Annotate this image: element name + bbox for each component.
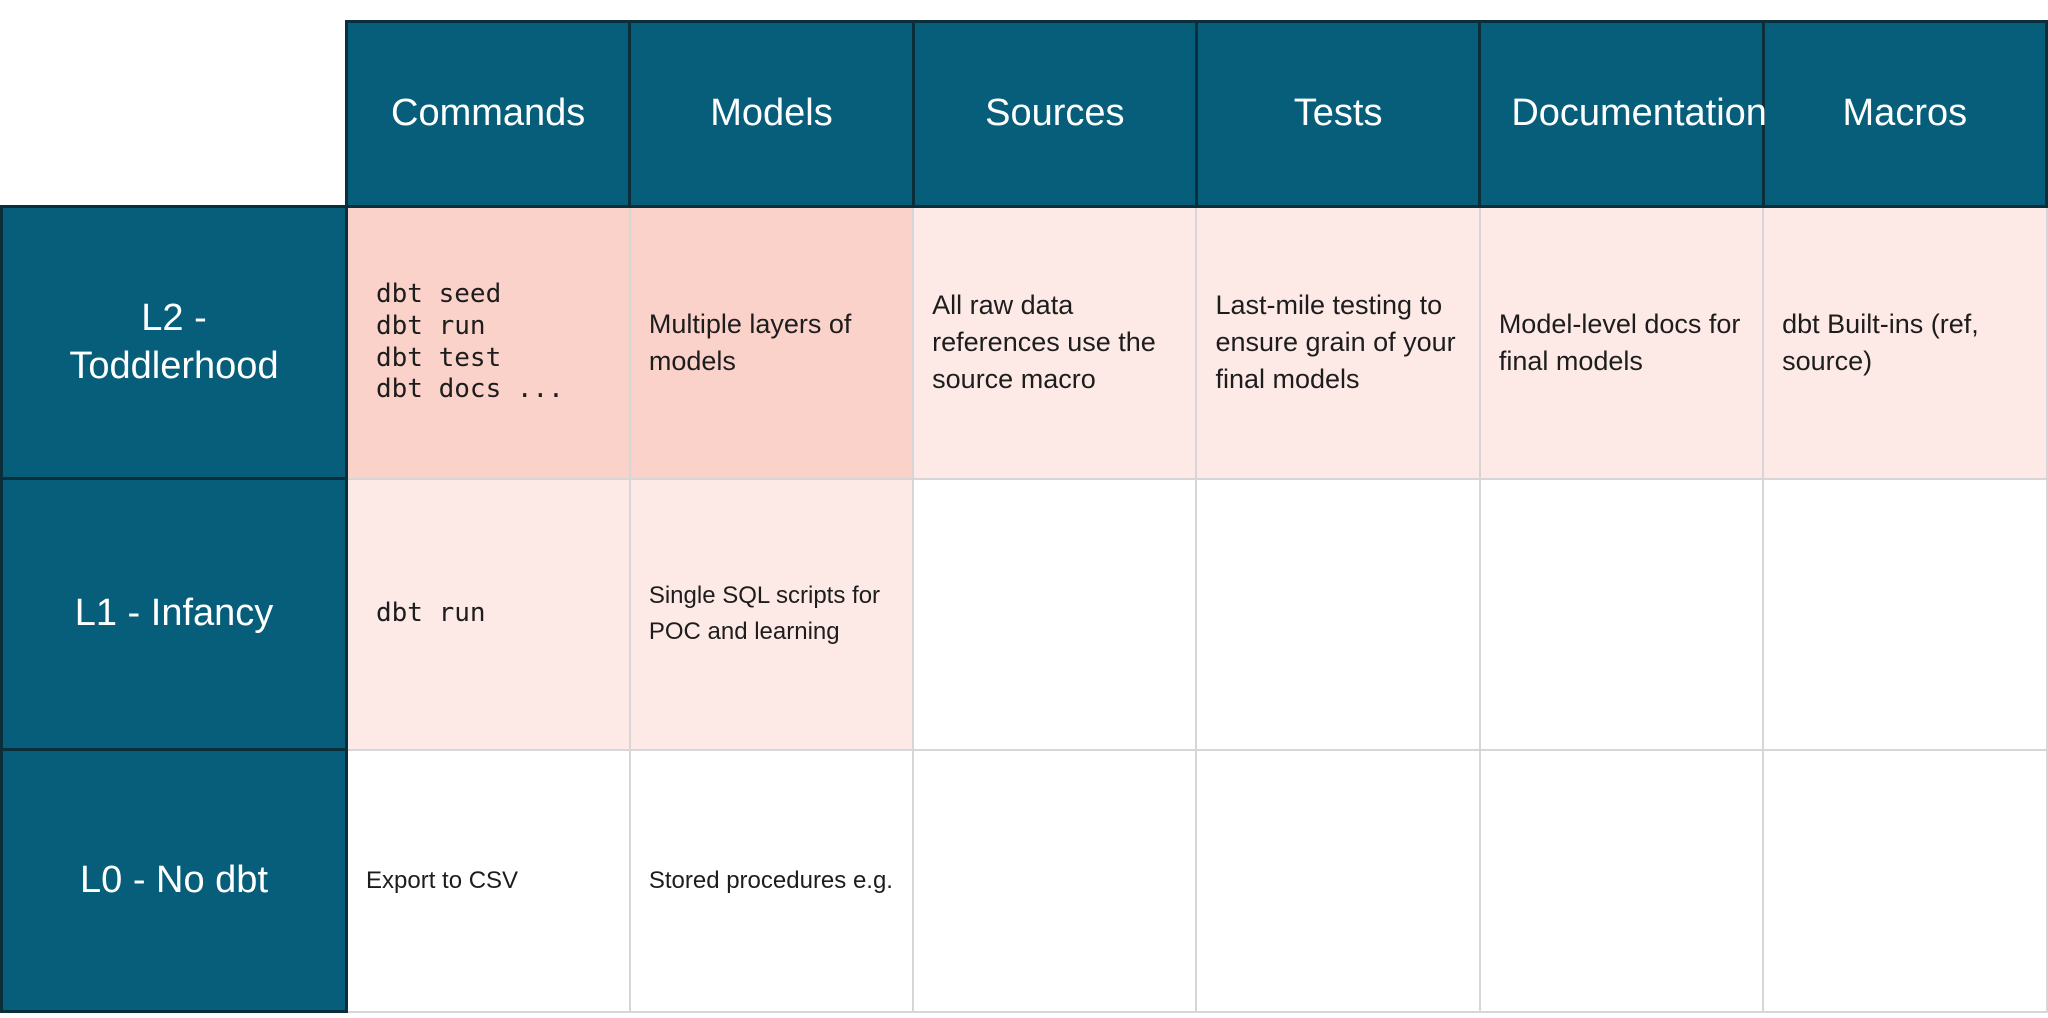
cell-l2-commands: dbt seed dbt run dbt test dbt docs ... [345, 205, 631, 480]
cell-l0-documentation [1478, 748, 1765, 1013]
row-header-l1: L1 - Infancy [0, 477, 348, 751]
row-l1-infancy: L1 - Infancy dbt run Single SQL scripts … [0, 477, 2048, 751]
cell-l0-sources [912, 748, 1198, 1013]
row-header-l0: L0 - No dbt [0, 748, 348, 1013]
column-header-documentation: Documentation [1478, 20, 1767, 208]
cell-l2-models: Multiple layers of models [628, 205, 915, 480]
row-l0-no-dbt: L0 - No dbt Export to CSV Stored procedu… [0, 748, 2048, 1013]
cell-l2-sources: All raw data references use the source m… [912, 205, 1198, 480]
cell-l1-sources [912, 477, 1198, 751]
cell-l2-macros: dbt Built-ins (ref, source) [1762, 205, 2048, 480]
cell-l1-tests [1195, 477, 1481, 751]
cell-l1-models: Single SQL scripts for POC and learning [628, 477, 915, 751]
cell-l2-documentation: Model-level docs for final models [1478, 205, 1765, 480]
column-header-macros: Macros [1761, 20, 2048, 208]
cell-l1-macros [1762, 477, 2048, 751]
header-row: Commands Models Sources Tests Documentat… [1, 20, 2048, 208]
row-l2-toddlerhood: L2 - Toddlerhood dbt seed dbt run dbt te… [0, 205, 2048, 480]
column-header-sources: Sources [911, 20, 1198, 208]
cell-l1-documentation [1478, 477, 1765, 751]
column-header-tests: Tests [1194, 20, 1482, 208]
cell-l1-commands: dbt run [345, 477, 631, 751]
cell-l0-macros [1762, 748, 2048, 1013]
cell-l0-models: Stored procedures e.g. [628, 748, 915, 1013]
row-header-l2: L2 - Toddlerhood [0, 205, 348, 480]
cell-l0-commands: Export to CSV [345, 748, 631, 1013]
cell-l2-tests: Last-mile testing to ensure grain of you… [1195, 205, 1481, 480]
column-header-commands: Commands [344, 20, 632, 208]
cell-l0-tests [1195, 748, 1481, 1013]
column-header-models: Models [628, 20, 915, 208]
dbt-maturity-table: Commands Models Sources Tests Documentat… [0, 20, 2048, 1013]
corner-cell [1, 21, 347, 207]
